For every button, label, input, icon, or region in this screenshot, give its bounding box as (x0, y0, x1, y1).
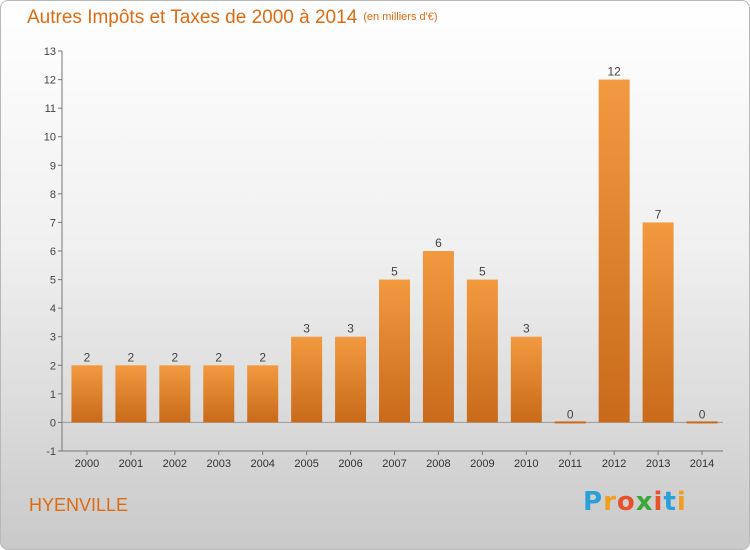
data-label: 7 (655, 207, 662, 221)
data-label: 2 (259, 350, 266, 364)
data-label: 12 (607, 65, 621, 79)
bar (686, 421, 718, 424)
bar (642, 222, 674, 423)
logo-letter: t (663, 487, 677, 517)
x-tick-label: 2003 (207, 458, 231, 470)
bar (159, 365, 191, 423)
y-tick-label: 12 (44, 75, 56, 87)
proxiti-logo: Proxiti (583, 487, 687, 517)
data-label: 5 (479, 265, 486, 279)
chart-unit: (en milliers d'€) (363, 11, 438, 23)
bar (379, 279, 410, 423)
x-tick-label: 2002 (163, 458, 187, 470)
data-label: 5 (391, 265, 398, 279)
bar (554, 421, 586, 424)
y-tick-label: 1 (50, 389, 56, 401)
bar (115, 365, 147, 423)
y-tick-label: 6 (50, 246, 56, 258)
logo-letter: o (616, 487, 636, 517)
y-tick-label: 7 (50, 217, 56, 229)
y-tick-label: 8 (50, 189, 56, 201)
bar (422, 251, 454, 423)
logo-letter: x (635, 487, 654, 517)
logo-letter: P (583, 487, 604, 517)
data-label: 0 (699, 407, 706, 421)
y-tick-label: 9 (50, 160, 56, 172)
x-tick-label: 2007 (382, 458, 406, 470)
bar (510, 336, 542, 423)
logo-letter: i (676, 487, 687, 517)
bar (291, 336, 323, 423)
data-label: 3 (523, 322, 530, 336)
x-tick-label: 2008 (426, 458, 450, 470)
y-tick-label: 0 (50, 417, 56, 429)
y-tick-label: -1 (46, 446, 56, 458)
x-tick-label: 2013 (646, 458, 670, 470)
bar (247, 365, 279, 423)
y-tick-label: 5 (50, 275, 56, 287)
bar (335, 336, 367, 423)
x-tick-label: 2000 (75, 458, 99, 470)
data-label: 3 (347, 322, 354, 336)
x-tick-label: 2005 (294, 458, 318, 470)
logo-letter: r (603, 487, 617, 517)
data-label: 0 (567, 407, 574, 421)
data-label: 2 (215, 350, 222, 364)
chart-title: Autres Impôts et Taxes de 2000 à 2014 (en… (27, 7, 438, 29)
y-tick-label: 13 (44, 46, 56, 58)
bar (466, 279, 498, 423)
y-tick-label: 3 (50, 332, 56, 344)
chart-title-text: Autres Impôts et Taxes de 2000 à 2014 (27, 7, 358, 28)
x-tick-label: 2012 (602, 458, 626, 470)
bar (203, 365, 235, 423)
y-tick-label: 11 (45, 103, 56, 115)
x-tick-label: 2014 (690, 458, 714, 470)
y-tick-label: 10 (44, 132, 56, 144)
y-tick-label: 2 (50, 360, 56, 372)
x-tick-label: 2004 (250, 458, 274, 470)
commune-name: HYENVILLE (29, 495, 129, 515)
data-label: 2 (84, 350, 91, 364)
x-tick-label: 2010 (514, 458, 538, 470)
data-label: 2 (128, 350, 135, 364)
logo-letter: i (653, 487, 664, 517)
bar (598, 79, 630, 423)
data-label: 3 (303, 322, 310, 336)
x-tick-label: 2011 (558, 458, 582, 470)
bar (71, 365, 103, 423)
y-tick-label: 4 (50, 303, 56, 315)
data-label: 6 (435, 236, 442, 250)
x-tick-label: 2006 (338, 458, 362, 470)
data-label: 2 (171, 350, 178, 364)
x-tick-label: 2001 (119, 458, 143, 470)
x-tick-label: 2009 (470, 458, 494, 470)
